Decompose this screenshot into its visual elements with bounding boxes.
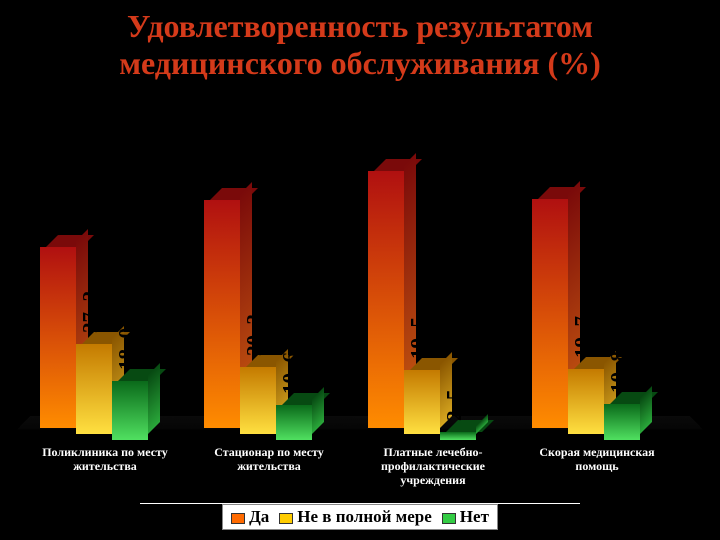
legend-label: Не в полной мере — [297, 507, 432, 526]
bar-front — [532, 199, 568, 428]
legend-item: Не в полной мере — [269, 507, 432, 526]
bar: 27, 2 — [76, 344, 112, 434]
bar-front — [112, 381, 148, 440]
bar: 69, 1 — [204, 200, 240, 428]
bar: 2, 5 — [440, 432, 476, 440]
bar: 69, 5 — [532, 199, 568, 428]
legend: Да Не в полной мере Нет — [0, 504, 720, 530]
bar-front — [76, 344, 112, 434]
bar-front — [40, 247, 76, 428]
bar-value-label: 69, 5 — [534, 146, 559, 188]
bar-value-label: 78, 0 — [370, 118, 395, 160]
bar-front — [204, 200, 240, 428]
bar-front — [604, 404, 640, 440]
bar-value-label: 54, 8 — [42, 194, 67, 236]
bar-value-label: 19, 7 — [570, 316, 595, 358]
bar-value-label: 69, 1 — [206, 147, 231, 189]
legend-label: Да — [249, 507, 269, 526]
category-labels: Поликлиника по месту жительства Стационар… — [30, 446, 690, 494]
bar-value-label: 10, 6 — [278, 352, 303, 394]
category-label: Поликлиника по месту жительства — [30, 446, 180, 474]
bar-front — [404, 370, 440, 434]
bar-front — [276, 405, 312, 440]
bar-chart: 54, 827, 218, 069, 120, 310, 678, 019, 5… — [30, 92, 690, 442]
bar-side-face — [148, 363, 160, 434]
category-label: Платные лечебно-профилактические учрежде… — [358, 446, 508, 487]
legend-item: Нет — [432, 507, 489, 526]
bar-value-label: 2, 5 — [442, 389, 467, 421]
bar-front — [568, 369, 604, 434]
bar-front — [440, 432, 476, 440]
bar-value-label: 10, 8 — [606, 351, 631, 393]
legend-item: Да — [231, 507, 269, 526]
bar-value-label: 27, 2 — [78, 291, 103, 333]
title-line-2: медицинского обслуживания (%) — [119, 45, 601, 81]
category-label: Стационар по месту жительства — [194, 446, 344, 474]
bar-value-label: 20, 3 — [242, 314, 267, 356]
page-title: Удовлетворенность результатом медицинско… — [0, 0, 720, 82]
legend-strip: Да Не в полной мере Нет — [222, 504, 498, 530]
bar: 78, 0 — [368, 171, 404, 428]
bar: 19, 5 — [404, 370, 440, 434]
legend-swatch — [442, 513, 456, 524]
bar: 54, 8 — [40, 247, 76, 428]
bar: 10, 6 — [276, 405, 312, 440]
bar: 18, 0 — [112, 381, 148, 440]
legend-swatch — [231, 513, 245, 524]
bar: 19, 7 — [568, 369, 604, 434]
legend-swatch — [279, 513, 293, 524]
bar-front — [368, 171, 404, 428]
category-label: Скорая медицинская помощь — [522, 446, 672, 474]
bar-value-label: 18, 0 — [114, 328, 139, 370]
bar-value-label: 19, 5 — [406, 317, 431, 359]
bar: 20, 3 — [240, 367, 276, 434]
bar-front — [240, 367, 276, 434]
legend-label: Нет — [460, 507, 489, 526]
bar: 10, 8 — [604, 404, 640, 440]
title-line-1: Удовлетворенность результатом — [127, 8, 593, 44]
